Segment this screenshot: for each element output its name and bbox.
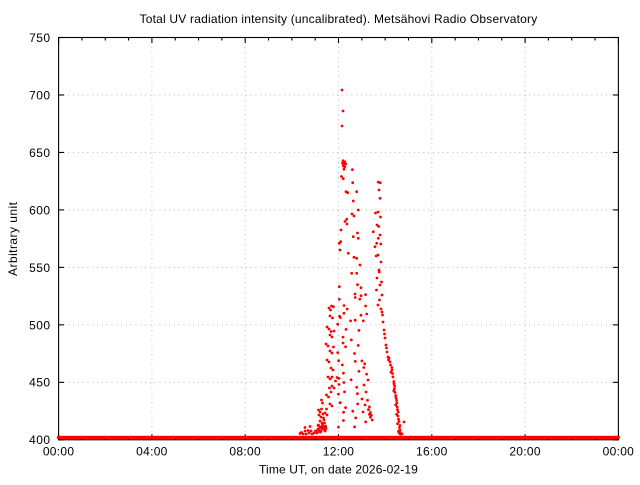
svg-text:04:00: 04:00 (136, 445, 168, 459)
svg-text:Total UV radiation intensity (: Total UV radiation intensity (uncalibrat… (140, 12, 538, 26)
svg-text:12:00: 12:00 (323, 445, 355, 459)
svg-text:750: 750 (29, 31, 50, 45)
svg-text:00:00: 00:00 (43, 445, 75, 459)
svg-text:400: 400 (29, 433, 50, 447)
svg-text:Arbitrary unit: Arbitrary unit (6, 201, 20, 276)
svg-text:08:00: 08:00 (229, 445, 261, 459)
svg-text:450: 450 (29, 376, 50, 390)
svg-text:20:00: 20:00 (509, 445, 541, 459)
svg-text:500: 500 (29, 318, 50, 332)
svg-text:Time UT, on date 2026-02-19: Time UT, on date 2026-02-19 (259, 462, 418, 476)
svg-text:650: 650 (29, 146, 50, 160)
svg-text:550: 550 (29, 261, 50, 275)
svg-text:700: 700 (29, 88, 50, 102)
svg-text:00:00: 00:00 (603, 445, 635, 459)
svg-text:600: 600 (29, 203, 50, 217)
svg-text:16:00: 16:00 (416, 445, 448, 459)
